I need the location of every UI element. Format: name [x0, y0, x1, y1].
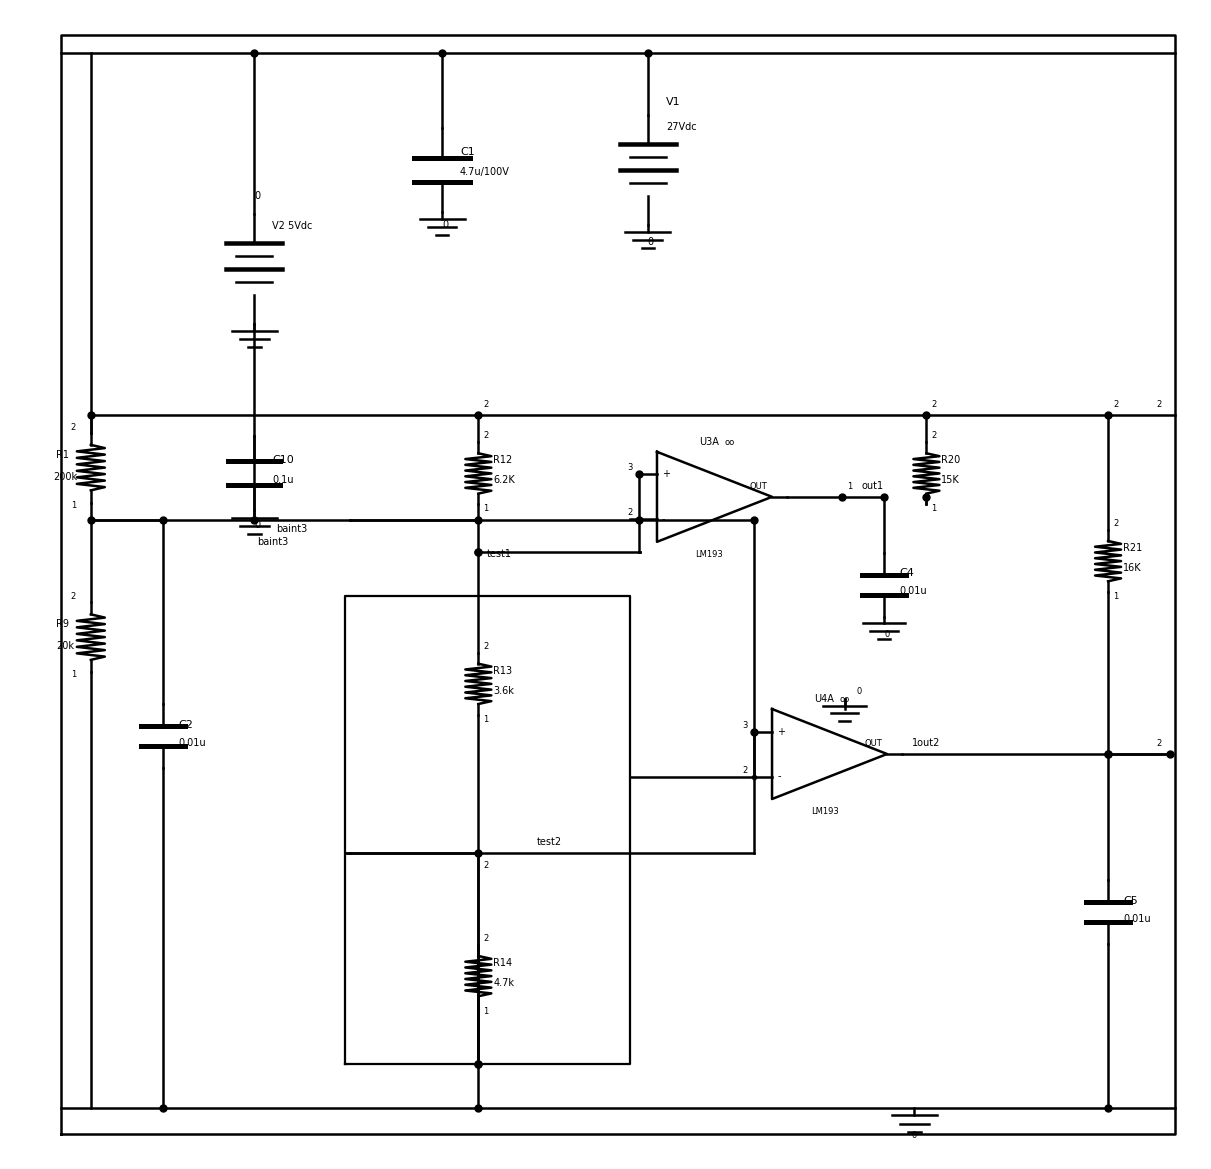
- Text: U4A: U4A: [815, 694, 834, 704]
- Text: C10: C10: [272, 456, 294, 465]
- Text: 0.01u: 0.01u: [178, 739, 206, 748]
- Text: 4.7u/100V: 4.7u/100V: [460, 166, 510, 177]
- Text: 1: 1: [483, 715, 488, 724]
- Text: 0.01u: 0.01u: [1123, 914, 1150, 924]
- Text: 6.2K: 6.2K: [493, 476, 515, 485]
- Text: OUT: OUT: [750, 482, 768, 491]
- Text: R20: R20: [941, 456, 960, 465]
- Text: test2: test2: [536, 837, 562, 848]
- Text: C4: C4: [899, 568, 914, 579]
- Text: 2: 2: [931, 431, 936, 441]
- Text: 0: 0: [856, 687, 862, 696]
- Text: baint3: baint3: [257, 538, 288, 547]
- Text: 1: 1: [70, 500, 76, 510]
- Text: 2: 2: [483, 400, 488, 409]
- Text: R14: R14: [493, 959, 512, 968]
- Text: R13: R13: [493, 666, 512, 676]
- Text: 3.6k: 3.6k: [493, 686, 515, 696]
- Text: V1: V1: [666, 97, 681, 106]
- Text: 0: 0: [912, 1132, 917, 1140]
- Text: 2: 2: [931, 400, 936, 409]
- Text: test1: test1: [487, 548, 511, 559]
- Text: R21: R21: [1123, 544, 1142, 553]
- Text: 2: 2: [1157, 400, 1161, 409]
- Text: 2: 2: [483, 934, 488, 943]
- Text: -: -: [777, 772, 781, 782]
- Text: C2: C2: [178, 720, 194, 731]
- Text: 1: 1: [846, 482, 851, 491]
- Text: oo: oo: [839, 696, 850, 704]
- Text: +: +: [662, 469, 670, 479]
- Text: 0: 0: [254, 191, 260, 201]
- Text: 1: 1: [483, 505, 488, 513]
- Text: 2: 2: [70, 423, 76, 431]
- Text: baint3: baint3: [276, 524, 308, 534]
- Text: U3A: U3A: [700, 437, 719, 447]
- Text: 2: 2: [70, 593, 76, 601]
- Text: V2 5Vdc: V2 5Vdc: [272, 221, 312, 230]
- Text: +: +: [777, 726, 785, 736]
- Text: 2: 2: [1157, 739, 1161, 748]
- Text: 1: 1: [931, 505, 936, 513]
- Text: LM193: LM193: [810, 807, 838, 816]
- Text: C5: C5: [1123, 895, 1138, 906]
- Text: 4.7k: 4.7k: [493, 978, 515, 988]
- Text: 20k: 20k: [56, 641, 74, 651]
- Text: 1: 1: [483, 1008, 488, 1016]
- Text: R12: R12: [493, 456, 512, 465]
- Text: out1: out1: [862, 480, 884, 491]
- Text: OUT: OUT: [865, 739, 883, 748]
- Text: oo: oo: [724, 438, 735, 447]
- Text: 0.01u: 0.01u: [899, 587, 926, 596]
- Text: 3: 3: [742, 720, 747, 729]
- Text: 27Vdc: 27Vdc: [666, 122, 696, 131]
- Text: 1: 1: [1113, 593, 1118, 601]
- Text: R1: R1: [56, 450, 69, 459]
- Text: -: -: [662, 514, 666, 525]
- Text: C1: C1: [460, 146, 475, 157]
- Text: 0: 0: [648, 236, 654, 247]
- Text: R9: R9: [56, 620, 69, 629]
- Text: 0: 0: [442, 220, 448, 229]
- Text: 16K: 16K: [1123, 563, 1142, 573]
- Text: 2: 2: [1113, 400, 1118, 409]
- Text: 3: 3: [627, 463, 632, 472]
- Text: 1: 1: [70, 670, 76, 679]
- Text: 2: 2: [742, 766, 747, 775]
- Text: 2: 2: [1113, 519, 1118, 528]
- Text: 2: 2: [483, 862, 488, 871]
- Text: 2: 2: [627, 509, 632, 518]
- Text: LM193: LM193: [695, 549, 723, 559]
- Text: 200k: 200k: [53, 471, 78, 482]
- Text: 15K: 15K: [941, 476, 960, 485]
- Text: 1out2: 1out2: [912, 738, 941, 748]
- Text: 2: 2: [483, 642, 488, 651]
- Text: 0.1u: 0.1u: [272, 476, 294, 485]
- Text: 2: 2: [483, 431, 488, 441]
- Text: 0: 0: [254, 520, 260, 531]
- Text: 0: 0: [884, 629, 890, 638]
